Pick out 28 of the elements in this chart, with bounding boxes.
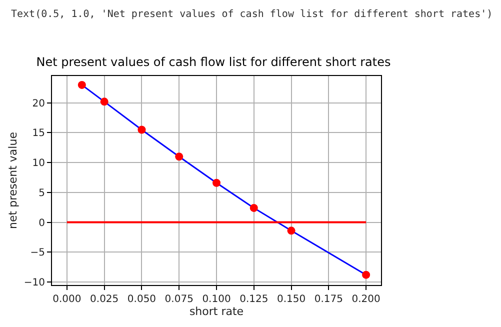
x-tick-label: 0.100 <box>202 294 231 305</box>
x-tick-label: 0.200 <box>352 294 380 305</box>
point <box>250 204 258 212</box>
y-tick-label: 0 <box>38 218 45 229</box>
point <box>175 152 184 161</box>
chart-title: Net present values of cash flow list for different short rates <box>36 55 391 69</box>
y-tick-label: 20 <box>32 98 45 110</box>
y-tick-label: −5 <box>30 248 45 259</box>
x-tick-label: 0.000 <box>52 294 82 305</box>
x-tick-label: 0.050 <box>127 294 156 305</box>
point <box>212 178 220 187</box>
text: Text(0.5, 1.0, 'Net present values of cash flow list for different short rates') <box>11 9 493 20</box>
point <box>138 126 146 134</box>
y-tick-label: −10 <box>24 278 45 289</box>
x-tick-label: 0.125 <box>240 294 268 305</box>
point <box>287 226 296 235</box>
point <box>78 80 86 89</box>
y-axis-title: net present value <box>6 132 20 229</box>
x-tick-label: 0.150 <box>276 294 306 305</box>
point <box>362 270 370 279</box>
y-tick-label: 15 <box>32 128 45 140</box>
y-tick-label: 10 <box>32 158 45 170</box>
point <box>100 98 108 106</box>
x-tick-label: 0.175 <box>314 294 343 305</box>
x-tick-label: 0.075 <box>164 294 194 305</box>
y-tick-label: 5 <box>38 188 45 199</box>
x-axis-title: short rate <box>189 305 244 318</box>
x-tick-label: 0.025 <box>90 294 119 305</box>
